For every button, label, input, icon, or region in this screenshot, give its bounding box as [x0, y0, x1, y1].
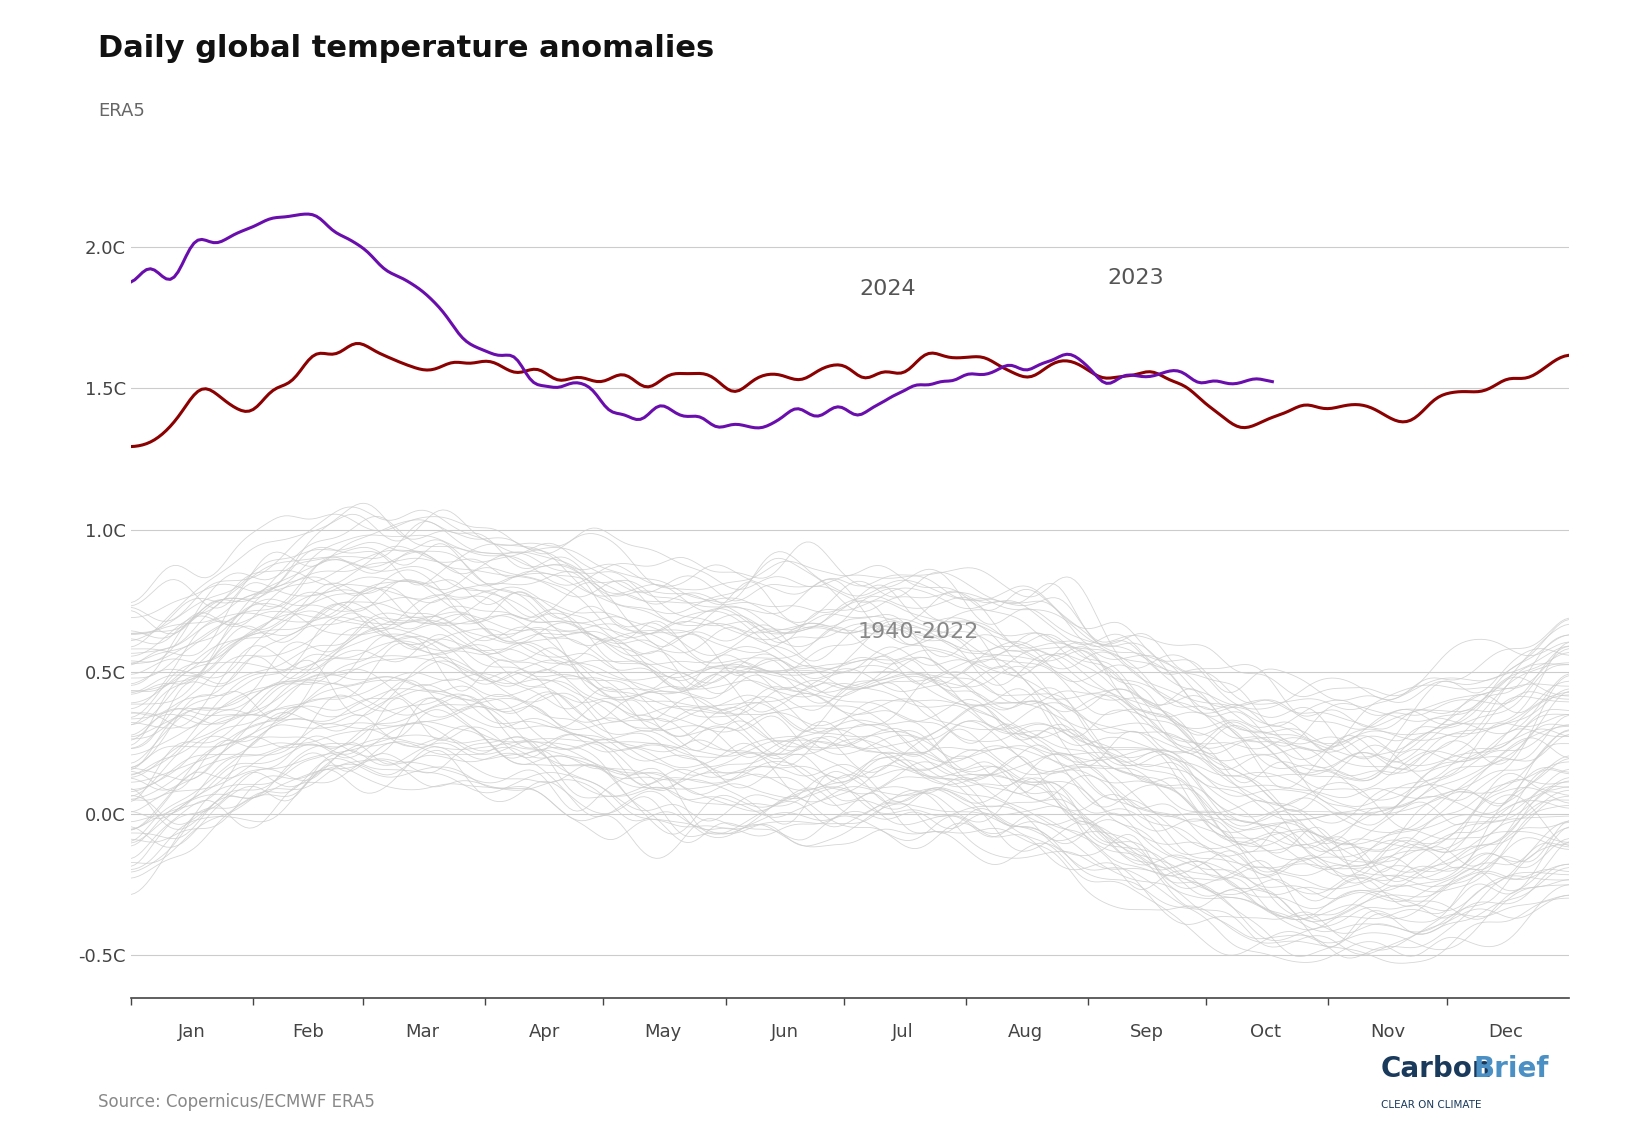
Text: CLEAR ON CLIMATE: CLEAR ON CLIMATE — [1381, 1100, 1482, 1110]
Text: Daily global temperature anomalies: Daily global temperature anomalies — [98, 34, 714, 64]
Text: Nov: Nov — [1369, 1023, 1405, 1041]
Text: 2023: 2023 — [1108, 268, 1165, 288]
Text: 1940-2022: 1940-2022 — [858, 621, 979, 642]
Text: Jan: Jan — [178, 1023, 206, 1041]
Text: Oct: Oct — [1250, 1023, 1281, 1041]
Text: Feb: Feb — [292, 1023, 324, 1041]
Text: Aug: Aug — [1008, 1023, 1042, 1041]
Text: Dec: Dec — [1489, 1023, 1523, 1041]
Text: ERA5: ERA5 — [98, 102, 145, 120]
Text: Brief: Brief — [1474, 1055, 1549, 1083]
Text: Source: Copernicus/ECMWF ERA5: Source: Copernicus/ECMWF ERA5 — [98, 1093, 374, 1111]
Text: Carbon: Carbon — [1381, 1055, 1492, 1083]
Text: Apr: Apr — [529, 1023, 560, 1041]
Text: Jul: Jul — [892, 1023, 913, 1041]
Text: Jun: Jun — [771, 1023, 799, 1041]
Text: May: May — [644, 1023, 681, 1041]
Text: 2024: 2024 — [859, 279, 917, 299]
Text: Sep: Sep — [1131, 1023, 1163, 1041]
Text: Mar: Mar — [405, 1023, 440, 1041]
